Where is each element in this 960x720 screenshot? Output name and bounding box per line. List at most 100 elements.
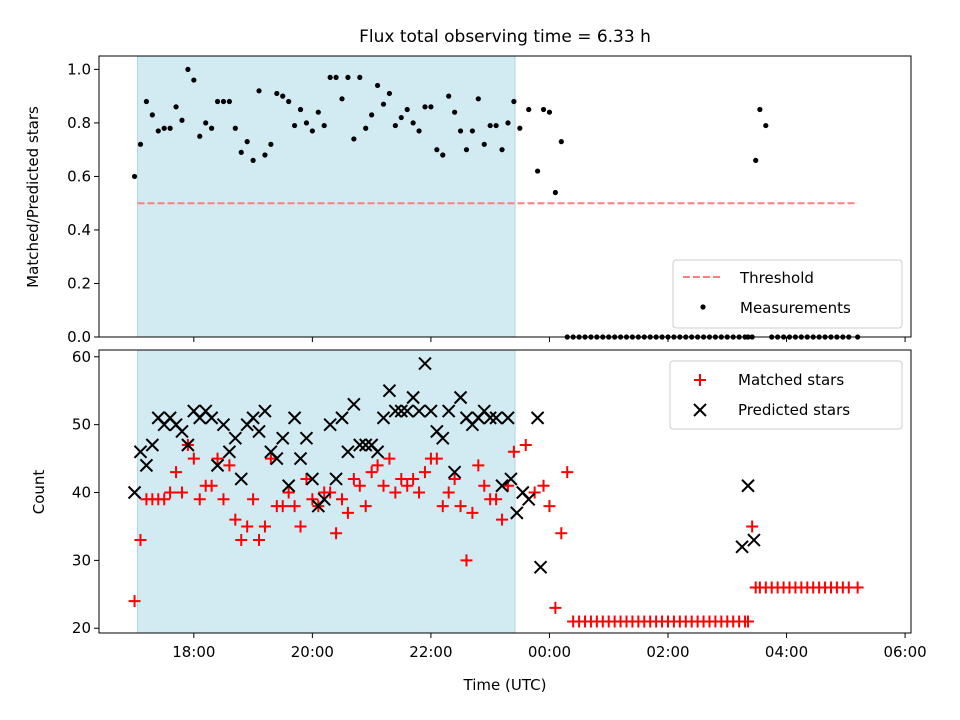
predicted-stars-point <box>441 404 456 418</box>
measurements-point <box>291 122 298 129</box>
matched-stars-point <box>341 506 354 519</box>
measurements-point <box>422 104 428 110</box>
measurements-point <box>309 128 315 134</box>
matched-stars-point <box>746 520 759 533</box>
matched-stars-point <box>217 493 230 506</box>
measurements-point <box>161 125 167 131</box>
bottom-shaded-region <box>137 349 516 634</box>
predicted-stars-point <box>228 431 243 445</box>
measurements-point <box>137 141 144 147</box>
measurements-point <box>333 74 339 81</box>
matched-stars-point <box>247 493 260 506</box>
predicted-stars-point <box>305 472 320 486</box>
predicted-stars-point <box>436 431 450 445</box>
observing-window-bottom <box>137 349 516 634</box>
predicted-stars-point <box>412 404 426 418</box>
predicted-stars-point <box>424 404 438 418</box>
matched-stars-point <box>306 493 319 506</box>
predicted-stars-point <box>483 411 497 425</box>
matched-stars-point <box>223 459 236 472</box>
predicted-stars-point <box>145 438 160 452</box>
top-y-tick-label: 0.0 <box>67 328 91 346</box>
predicted-stars-point <box>234 472 248 486</box>
matched-stars-point <box>211 452 224 465</box>
matched-stars-point <box>742 615 755 628</box>
predicted-stars-point <box>376 411 391 425</box>
measurements-point <box>173 104 179 110</box>
predicted-stars-point <box>270 451 284 466</box>
matched-stars-point <box>324 486 337 499</box>
top-y-tick-label: 0.8 <box>67 114 91 132</box>
predicted-stars-point <box>510 506 524 520</box>
predicted-stars-point <box>216 417 231 432</box>
x-tick-label: 00:00 <box>528 643 571 661</box>
matched-stars-point <box>134 534 147 547</box>
matched-stars-point <box>383 452 396 465</box>
matched-stars-point <box>353 479 366 492</box>
measurements-point <box>197 133 203 139</box>
measurements-point <box>203 120 209 126</box>
measurements-point <box>440 152 446 158</box>
measurements-point <box>315 109 321 115</box>
matched-stars-point <box>164 486 177 499</box>
predicted-stars-point <box>222 445 237 459</box>
predicted-stars-point <box>735 540 749 554</box>
legend-threshold-label: Threshold <box>739 269 814 287</box>
measurements-point <box>262 152 268 158</box>
measurements-point <box>143 98 150 105</box>
measurements-point <box>226 98 232 105</box>
matched-stars-point <box>413 486 426 499</box>
legend-matched-swatch <box>694 374 706 386</box>
predicted-stars-point <box>347 397 361 412</box>
top-shaded-region <box>137 55 516 338</box>
predicted-stars-point <box>353 438 367 452</box>
matched-stars-point <box>241 520 254 533</box>
matched-stars-point <box>851 581 864 594</box>
measurements-point <box>558 139 564 145</box>
bottom-series <box>127 356 864 628</box>
measurements-point <box>179 117 185 123</box>
measurements-point <box>511 98 517 105</box>
predicted-stars-point <box>299 431 314 445</box>
bottom-y-tick-label: 40 <box>72 484 91 502</box>
top-series <box>131 66 861 340</box>
predicted-stars-point <box>741 479 755 493</box>
predicted-stars-point <box>489 411 503 425</box>
measurements-point <box>763 122 769 129</box>
matched-stars-point <box>158 493 171 506</box>
measurements-point <box>345 74 351 81</box>
measurements-point <box>517 125 523 131</box>
predicted-stars-point <box>210 458 225 473</box>
matched-stars-point <box>519 439 532 452</box>
matched-stars-point <box>407 472 420 485</box>
predicted-stars-point <box>139 458 154 473</box>
measurements-point <box>493 122 499 129</box>
matched-stars-point <box>347 472 360 485</box>
bottom-legend-box <box>669 360 903 430</box>
matched-stars-point <box>336 493 349 506</box>
measurements-point <box>209 125 215 131</box>
predicted-stars-point <box>394 404 408 418</box>
matched-stars-point <box>175 486 188 499</box>
measurements-point <box>452 109 458 115</box>
legend-predicted-swatch <box>693 403 707 417</box>
predicted-stars-point <box>276 431 290 445</box>
measurements-point <box>526 106 532 113</box>
measurements-point <box>534 168 541 174</box>
bottom-y-tick-label: 20 <box>72 619 91 637</box>
measurements-point <box>410 120 416 126</box>
bottom-ylabel: Count <box>30 470 48 515</box>
predicted-stars-point <box>522 492 536 507</box>
matched-stars-point <box>330 527 343 540</box>
predicted-stars-point <box>530 411 545 425</box>
measurements-point <box>131 173 138 180</box>
matched-stars-point <box>359 500 372 513</box>
measurements-point <box>250 157 256 163</box>
top-y-tick-label: 1.0 <box>67 60 91 78</box>
x-axis-label: Time (UTC) <box>463 676 547 694</box>
measurements-point <box>546 109 553 115</box>
matched-stars-point <box>478 479 491 492</box>
predicted-stars-point <box>533 560 548 574</box>
matched-stars-point <box>170 466 183 479</box>
measurements-point <box>757 106 763 113</box>
